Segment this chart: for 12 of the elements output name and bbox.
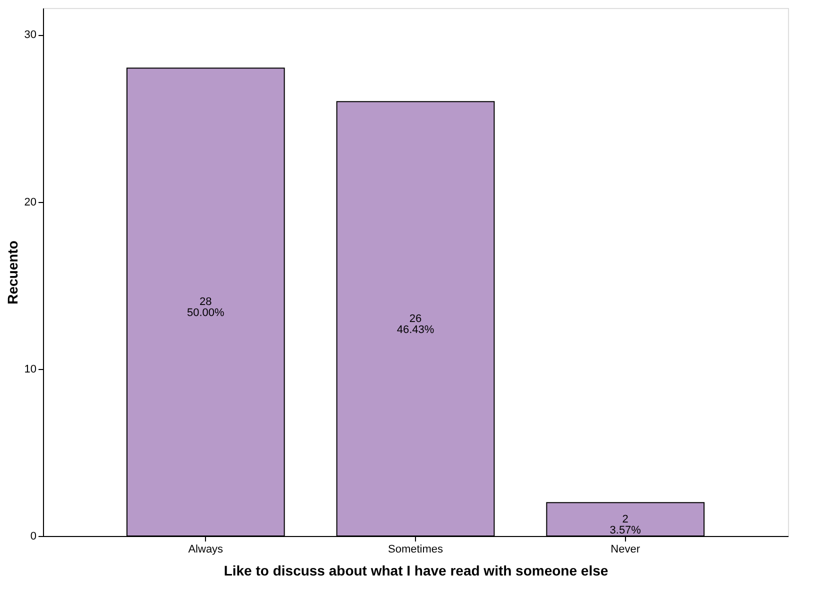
- y-tick-label: 0: [30, 530, 36, 542]
- data-label: 2 3.57%: [610, 513, 642, 536]
- x-tick-label: Always: [188, 544, 224, 556]
- y-tick-label: 30: [24, 29, 36, 42]
- y-tick-label: 10: [24, 363, 36, 376]
- y-tick-label: 20: [24, 196, 36, 208]
- data-label: 28 50.00%: [186, 296, 225, 320]
- x-tick-label: Never: [610, 544, 640, 556]
- y-axis-title: Recuento: [4, 240, 20, 304]
- x-axis-title: Like to discuss about what I have read with someone else: [224, 562, 608, 578]
- x-tick-label: Sometimes: [388, 544, 444, 556]
- data-label: 26 46.43%: [396, 312, 434, 336]
